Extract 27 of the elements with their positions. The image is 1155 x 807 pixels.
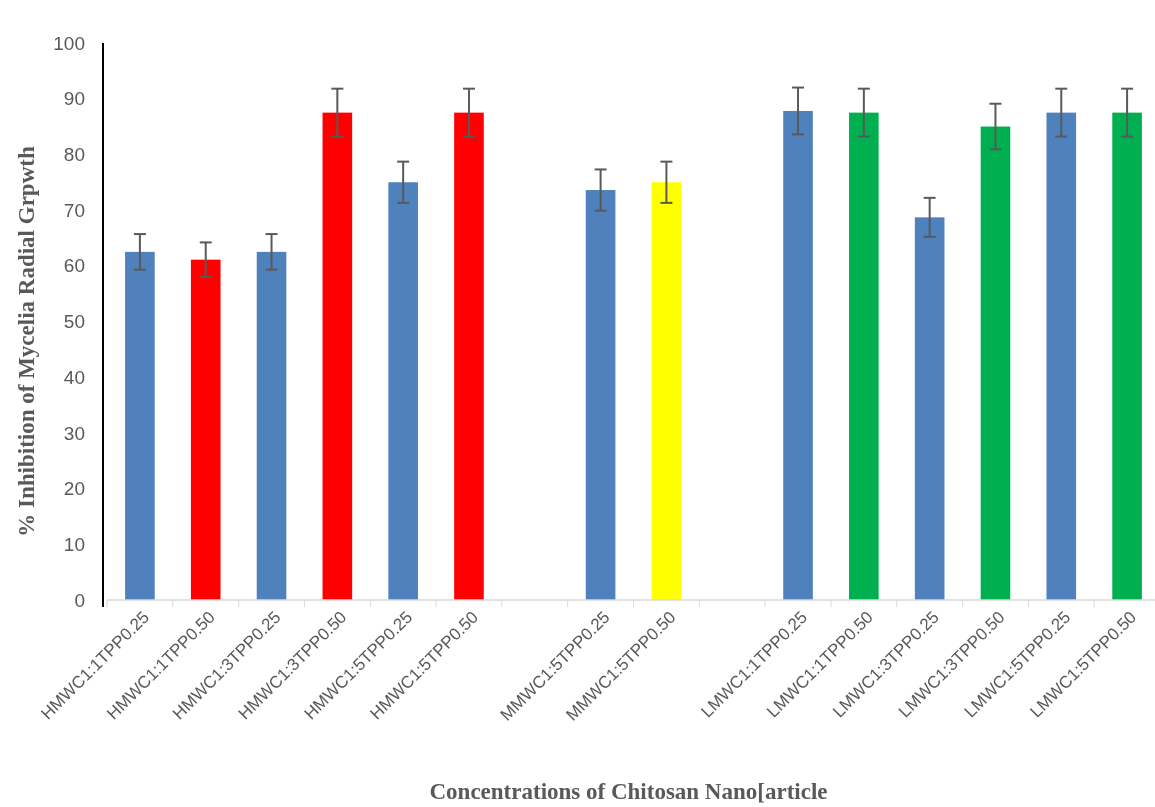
y-tick-label: 0 bbox=[74, 589, 85, 611]
bar bbox=[256, 251, 287, 600]
bar bbox=[190, 259, 221, 600]
bar bbox=[849, 112, 879, 600]
bar bbox=[1112, 112, 1142, 600]
y-tick-label: 90 bbox=[63, 88, 85, 110]
bar bbox=[914, 217, 945, 600]
bar bbox=[1046, 112, 1077, 600]
y-tick-label: 50 bbox=[63, 311, 85, 333]
y-tick-label: 80 bbox=[63, 144, 85, 166]
y-tick-label: 70 bbox=[63, 199, 85, 221]
y-tick-label: 10 bbox=[63, 533, 85, 555]
y-tick-label: 100 bbox=[53, 32, 85, 54]
y-tick-label: 40 bbox=[63, 366, 85, 388]
bar bbox=[980, 126, 1011, 600]
bar bbox=[125, 251, 155, 600]
bar bbox=[783, 110, 813, 600]
bar bbox=[651, 182, 682, 600]
bar bbox=[454, 112, 484, 600]
y-tick-label: 30 bbox=[63, 422, 85, 444]
bar bbox=[585, 190, 616, 600]
y-tick-label: 60 bbox=[63, 255, 85, 277]
x-axis-title: Concentrations of Chitosan Nano[article bbox=[429, 779, 828, 804]
y-axis-title: % Inhibition of Mycelia Radial Grpwth bbox=[14, 146, 39, 537]
bar bbox=[322, 112, 353, 600]
y-tick-label: 20 bbox=[63, 478, 85, 500]
bar bbox=[388, 182, 418, 600]
